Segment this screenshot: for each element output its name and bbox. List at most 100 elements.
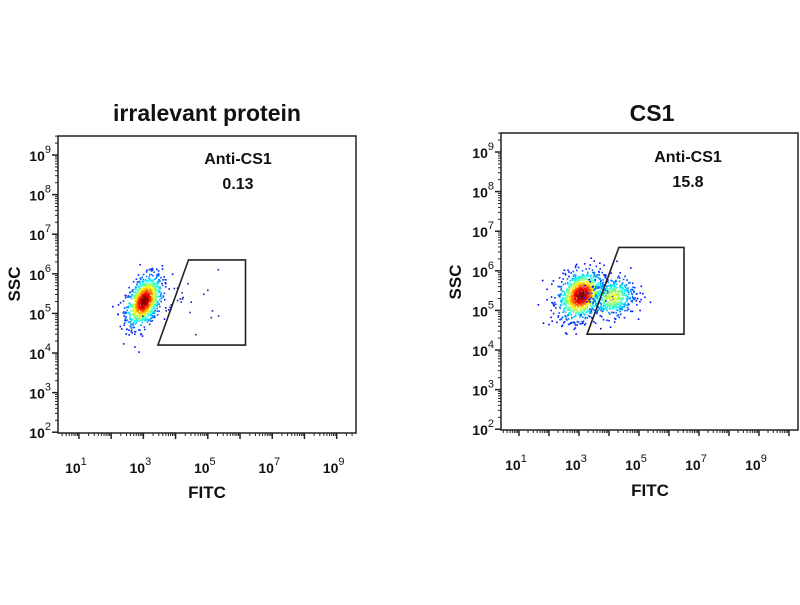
data-point	[146, 293, 148, 296]
data-point	[158, 290, 161, 293]
data-point	[134, 310, 137, 313]
data-point	[143, 284, 145, 286]
y-tick-label: 109	[472, 141, 494, 161]
data-point	[591, 271, 594, 274]
data-point	[135, 311, 138, 314]
data-point	[608, 295, 611, 298]
data-point	[570, 272, 572, 274]
data-point	[616, 306, 619, 308]
data-point	[589, 298, 591, 300]
data-point	[571, 317, 573, 320]
data-point	[610, 284, 612, 286]
data-point	[562, 303, 564, 305]
data-point	[137, 281, 139, 283]
data-point	[564, 282, 567, 285]
data-point	[586, 308, 588, 311]
data-point	[577, 284, 580, 287]
data-point	[568, 291, 570, 293]
data-point	[137, 329, 140, 331]
data-point	[596, 274, 599, 276]
data-point	[150, 302, 153, 304]
data-point	[614, 280, 616, 283]
data-point	[614, 297, 616, 300]
data-point	[604, 290, 606, 293]
data-point	[130, 303, 132, 306]
data-point	[613, 285, 616, 287]
data-point	[149, 279, 152, 282]
data-point	[627, 287, 629, 289]
data-point	[609, 326, 612, 328]
data-point	[573, 278, 576, 281]
data-point	[623, 306, 626, 308]
data-point	[590, 292, 593, 295]
data-point	[560, 286, 563, 288]
data-point	[627, 302, 630, 305]
data-point	[565, 318, 567, 320]
data-point	[619, 308, 622, 311]
data-point	[580, 322, 582, 325]
data-point	[150, 303, 153, 306]
data-point	[579, 309, 581, 312]
data-point	[590, 276, 593, 279]
data-point	[621, 298, 624, 301]
data-point	[615, 280, 618, 283]
data-point	[141, 321, 144, 324]
data-point	[587, 310, 589, 313]
data-point	[591, 316, 593, 319]
data-point	[135, 316, 138, 318]
data-point	[587, 296, 590, 298]
data-point	[592, 279, 595, 282]
data-point	[560, 301, 563, 304]
data-point	[599, 282, 602, 285]
data-point	[134, 323, 137, 325]
data-point	[139, 299, 141, 302]
data-point	[138, 308, 141, 311]
data-point	[609, 292, 611, 295]
data-point	[579, 308, 582, 311]
data-point	[575, 292, 578, 295]
y-tick-label: 104	[472, 339, 494, 359]
data-point	[594, 322, 597, 324]
data-point	[587, 295, 589, 297]
data-point	[580, 289, 583, 292]
data-point	[557, 285, 560, 288]
data-point	[576, 320, 579, 323]
gate-value: 15.8	[672, 174, 703, 191]
data-point	[563, 294, 566, 296]
data-point	[143, 290, 145, 292]
data-point	[150, 293, 153, 296]
data-point	[618, 303, 621, 305]
data-point	[571, 292, 573, 294]
data-point	[627, 297, 630, 300]
data-point	[149, 273, 151, 276]
chart-title: CS1	[630, 100, 675, 126]
data-point	[589, 264, 591, 266]
data-point	[561, 298, 564, 301]
data-point	[589, 290, 592, 292]
data-point	[578, 301, 581, 304]
data-point	[575, 312, 578, 314]
data-point	[150, 298, 153, 301]
data-point	[138, 317, 140, 320]
data-point	[160, 276, 162, 279]
data-point	[551, 301, 553, 304]
data-point	[578, 313, 580, 315]
data-point	[136, 298, 139, 300]
data-point	[613, 281, 615, 283]
data-point	[141, 284, 144, 286]
data-point	[615, 293, 617, 295]
data-point	[568, 275, 571, 278]
data-point	[541, 279, 544, 282]
data-point	[611, 303, 614, 305]
data-point	[568, 300, 571, 302]
data-point	[565, 305, 568, 308]
data-point	[123, 307, 126, 309]
data-point	[590, 282, 593, 284]
data-point	[580, 292, 582, 294]
data-point	[151, 273, 153, 276]
data-point	[156, 289, 159, 291]
data-point	[146, 301, 148, 304]
data-point	[144, 314, 146, 317]
data-point	[143, 303, 146, 306]
data-point	[622, 303, 625, 305]
